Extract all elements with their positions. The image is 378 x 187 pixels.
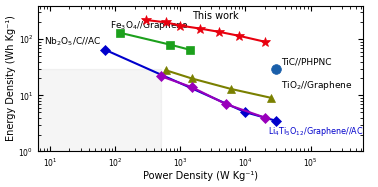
Text: Fe$_3$O$_4$//Graphene: Fe$_3$O$_4$//Graphene [110,19,189,32]
X-axis label: Power Density (W Kg⁻¹): Power Density (W Kg⁻¹) [143,171,258,181]
Text: TiO$_2$//Graphene: TiO$_2$//Graphene [281,79,352,92]
Text: Nb$_2$O$_5$/C//AC: Nb$_2$O$_5$/C//AC [43,36,101,48]
Text: TiC//PHPNC: TiC//PHPNC [281,57,331,66]
Text: Li$_4$Ti$_5$O$_{12}$/Graphene//AC: Li$_4$Ti$_5$O$_{12}$/Graphene//AC [268,125,363,138]
Y-axis label: Energy Density (Wh Kg⁻¹): Energy Density (Wh Kg⁻¹) [6,16,15,141]
Text: This work: This work [192,11,238,21]
Bar [38,69,161,151]
